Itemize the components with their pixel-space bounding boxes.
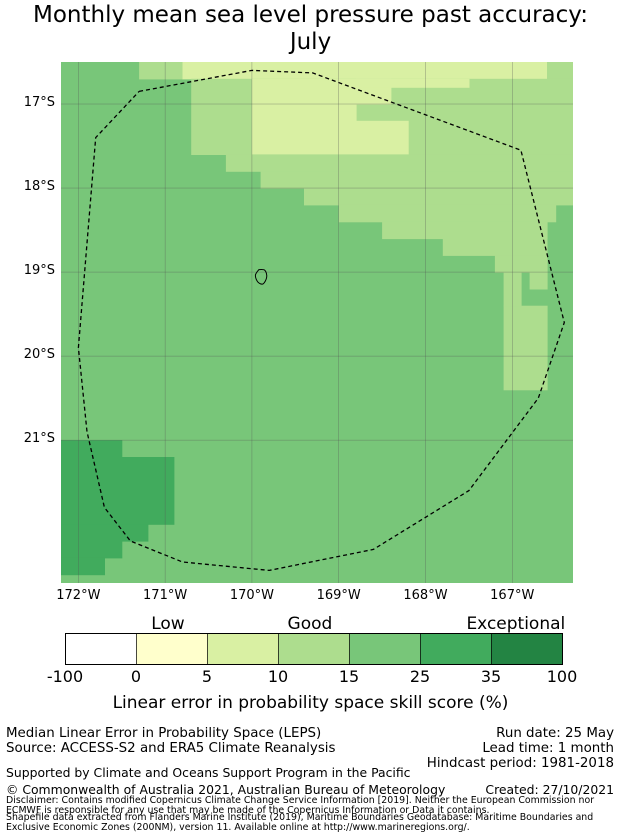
island-outline — [254, 269, 268, 285]
latitude-label: 21°S — [23, 431, 55, 447]
category-label: Low — [151, 614, 185, 634]
disclaimer-line-2: ECMWF is responsible for any use that ma… — [6, 805, 490, 816]
skill-cell — [61, 557, 105, 576]
hindcast-text: Hindcast period: 1981-2018 — [426, 756, 614, 771]
longitude-label: 168°W — [403, 588, 448, 603]
skill-cell — [251, 120, 409, 155]
longitude-label: 170°W — [229, 588, 274, 603]
run-date-text: Run date: 25 May — [496, 726, 614, 741]
title-line-1: Monthly mean sea level pressure past acc… — [33, 2, 588, 28]
skill-cell — [442, 238, 548, 256]
colorbar-bins — [65, 633, 563, 665]
skill-regions — [61, 62, 573, 576]
longitude-label: 169°W — [316, 588, 361, 603]
source-text: Source: ACCESS-S2 and ERA5 Climate Reana… — [6, 741, 336, 756]
colorbar-bin — [420, 633, 492, 665]
shapefile-line-1: Shapefile data extracted from Flanders M… — [6, 812, 594, 823]
colorbar-tick-label: 100 — [546, 667, 578, 686]
colorbar-bin — [136, 633, 208, 665]
colorbar-bin — [491, 633, 563, 665]
skill-cell — [61, 457, 175, 525]
skill-cell — [182, 62, 548, 80]
longitude-label: 167°W — [490, 588, 535, 603]
skill-cell — [382, 221, 548, 240]
method-text: Median Linear Error in Probability Space… — [6, 726, 322, 741]
colorbar-title: Linear error in probability space skill … — [112, 693, 509, 713]
colorbar-tick-label: 25 — [409, 667, 431, 686]
skill-cell — [61, 524, 149, 542]
colorbar-tick-label: 5 — [201, 667, 213, 686]
colorbar-tick-label: 15 — [338, 667, 360, 686]
colorbar-bin — [207, 633, 279, 665]
skill-cell — [61, 440, 123, 458]
disclaimer-line-1: Disclaimer: Contains modified Copernicus… — [6, 795, 595, 806]
skill-cell — [494, 255, 548, 273]
category-label: Good — [287, 614, 333, 634]
longitude-label: 171°W — [143, 588, 188, 603]
colorbar — [65, 633, 563, 665]
skill-cell — [304, 188, 573, 206]
skill-cell — [356, 78, 470, 88]
colorbar-bin — [349, 633, 421, 665]
eez-boundary — [77, 69, 565, 572]
skill-cell — [338, 204, 557, 223]
copyright-text: © Commonwealth of Australia 2021, Austra… — [6, 782, 446, 797]
skill-map — [61, 62, 573, 583]
title-line-2: July — [289, 29, 332, 55]
colorbar-bin — [65, 633, 137, 665]
support-text: Supported by Climate and Oceans Support … — [6, 765, 411, 780]
colorbar-tick-label: 35 — [480, 667, 502, 686]
latitude-label: 17°S — [23, 95, 55, 111]
skill-cell — [251, 78, 357, 122]
colorbar-frame — [65, 633, 563, 665]
colorbar-tick-label: 0 — [130, 667, 142, 686]
lead-time-text: Lead time: 1 month — [482, 741, 614, 756]
skill-cell — [503, 305, 548, 391]
skill-cell — [529, 272, 548, 290]
longitude-label: 172°W — [56, 588, 101, 603]
skill-cell — [503, 272, 522, 307]
map-title: Monthly mean sea level pressure past acc… — [0, 2, 621, 56]
skill-cell — [260, 171, 573, 189]
created-text: Created: 27/10/2021 — [485, 782, 614, 797]
colorbar-tick-label: 10 — [267, 667, 289, 686]
colorbar-bin — [278, 633, 350, 665]
latitude-label: 19°S — [23, 263, 55, 279]
skill-cell — [225, 154, 573, 172]
skill-cell — [547, 62, 573, 80]
skill-cell — [61, 541, 123, 559]
skill-cell — [139, 62, 184, 80]
latitude-label: 20°S — [23, 347, 55, 363]
category-label: Exceptional — [466, 614, 566, 634]
graticule — [61, 62, 573, 583]
shapefile-line-2: Exclusive Economic Zones (200NM), versio… — [6, 822, 470, 833]
latitude-label: 18°S — [23, 179, 55, 195]
colorbar-tick-label: -100 — [46, 667, 84, 686]
